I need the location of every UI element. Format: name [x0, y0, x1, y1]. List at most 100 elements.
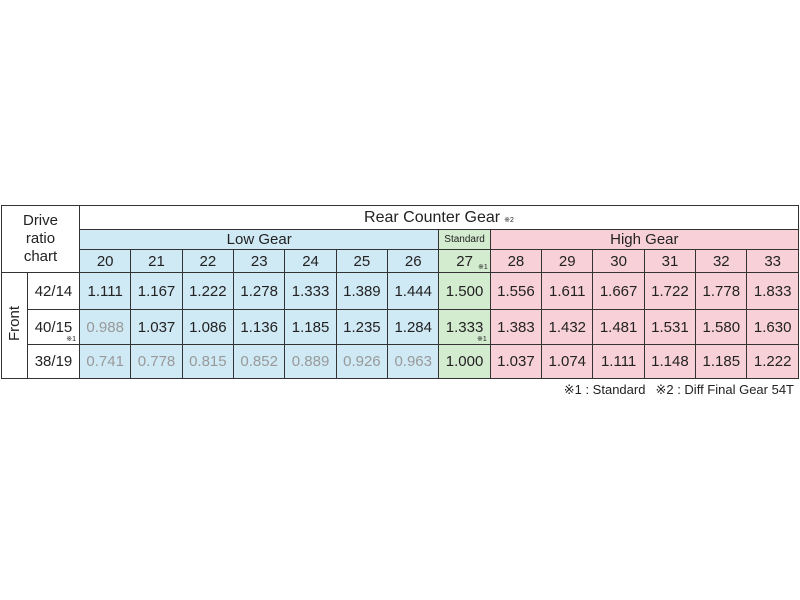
gear-label: 20: [96, 252, 114, 270]
title-cell: Rear Counter Gear ※2: [79, 205, 799, 230]
side-cell: Front: [1, 272, 28, 379]
ratio-cell: 1.000: [438, 344, 491, 379]
gear-cell: 21: [130, 249, 183, 273]
title-note: ※2: [504, 216, 514, 224]
ratio-value: 1.722: [651, 282, 689, 300]
table-wrap: Drive ratio chart Rear Counter Gear ※2 Low …: [1, 205, 799, 379]
ratio-value: 1.432: [548, 318, 587, 336]
gear-cell: 26: [387, 249, 440, 273]
gear-cell: 30: [592, 249, 645, 273]
ratio-cell: 0.778: [130, 344, 183, 379]
gear-label: 33: [764, 252, 782, 270]
ratio-cell: 0.852: [233, 344, 286, 379]
ratio-cell: 1.383: [489, 309, 543, 345]
ratio-value: 1.389: [343, 282, 381, 300]
ratio-cell: 1.432: [541, 309, 594, 345]
ratio-value: 1.185: [702, 353, 741, 370]
ratio-value: 1.667: [599, 282, 638, 300]
ratio-cell: 1.185: [284, 309, 337, 345]
ratio-value: 1.556: [497, 282, 535, 300]
ratio-cell: 1.278: [233, 272, 286, 310]
ratio-value: 1.333: [445, 318, 484, 336]
data-row: 40/15 ※1 0.988 1.037 1.086 1.136 1.185 1.235 1.2…: [2, 309, 799, 345]
ratio-value: 1.778: [702, 282, 741, 300]
ratio-value: 1.037: [497, 353, 535, 370]
group-label: Low Gear: [226, 231, 292, 248]
ratio-cell: 1.111: [592, 344, 645, 379]
ratio-value: 1.500: [445, 282, 484, 300]
ratio-value: 1.235: [343, 318, 381, 336]
ratio-cell: 1.136: [233, 309, 286, 345]
ratio-value: 1.074: [548, 353, 587, 370]
gear-note: ※1: [477, 264, 488, 271]
value-note: ※1: [476, 336, 487, 343]
ratio-cell: 1.556: [489, 272, 543, 310]
front-label: 40/15: [34, 318, 73, 336]
gear-label: 29: [558, 252, 576, 270]
front-label: 42/14: [34, 282, 73, 300]
ratio-value: 1.630: [753, 318, 792, 336]
ratio-cell: 1.580: [695, 309, 748, 345]
footnotes: ※1 : Standard ※2 : Diff Final Gear 54T: [554, 382, 794, 398]
side-label: Front: [6, 305, 23, 341]
front-cell: 40/15 ※1: [27, 309, 80, 345]
front-cell: 38/19: [27, 344, 80, 379]
gear-label: 27: [456, 252, 473, 270]
ratio-cell: 1.611: [541, 272, 594, 310]
gear-cell: 29: [541, 249, 594, 273]
ratio-cell: 0.815: [181, 344, 235, 379]
group-cell: High Gear: [489, 229, 799, 250]
ratio-cell: 1.185: [695, 344, 748, 379]
ratio-value: 1.136: [240, 318, 278, 336]
ratio-value: 1.222: [189, 282, 227, 300]
ratio-value: 0.926: [343, 353, 381, 370]
ratio-cell: 1.630: [746, 309, 799, 345]
ratio-value: 1.222: [753, 353, 792, 370]
ratio-cell: 0.889: [284, 344, 337, 379]
corner-cell: Drive ratio chart: [1, 205, 80, 273]
ratio-value: 1.148: [651, 353, 689, 370]
ratio-value: 1.611: [549, 282, 586, 300]
ratio-cell: 1.222: [746, 344, 799, 379]
ratio-cell: 1.086: [181, 309, 235, 345]
gear-label: 30: [610, 252, 627, 270]
ratio-cell: 1.074: [541, 344, 594, 379]
data-row: 38/19 0.741 0.778 0.815 0.852 0.889 0.926 0.963…: [2, 344, 799, 379]
ratio-value: 1.531: [651, 318, 689, 336]
ratio-value: 0.741: [86, 353, 124, 370]
gear-cell: 28: [489, 249, 543, 273]
gear-cell: 25: [335, 249, 389, 273]
gear-label: 32: [712, 252, 730, 270]
footnote: ※1 : Standard: [563, 382, 646, 397]
ratio-value: 1.333: [291, 282, 330, 300]
front-note: ※1: [66, 336, 76, 343]
group-label: Standard: [444, 234, 485, 245]
ratio-value: 1.580: [702, 318, 741, 336]
drive-ratio-table: Drive ratio chart Rear Counter Gear ※2 Low …: [1, 205, 799, 379]
ratio-cell: 0.926: [335, 344, 389, 379]
gear-cell: 22: [181, 249, 235, 273]
ratio-cell: 1.722: [643, 272, 697, 310]
group-label: High Gear: [610, 231, 679, 248]
ratio-value: 0.778: [137, 353, 176, 370]
ratio-cell: 1.037: [489, 344, 543, 379]
front-label: 38/19: [34, 353, 73, 370]
gear-row: 20 21 22 23 24 25 26 27 ※1 28 29 30 31 32 33: [2, 249, 799, 273]
ratio-value: 1.000: [445, 353, 484, 370]
ratio-value: 0.988: [86, 318, 124, 336]
ratio-value: 1.833: [753, 282, 792, 300]
gear-label: 26: [404, 252, 422, 270]
ratio-cell: 1.833: [746, 272, 799, 310]
gear-label: 24: [302, 252, 319, 270]
ratio-cell: 1.222: [181, 272, 235, 310]
ratio-cell: 1.778: [695, 272, 748, 310]
ratio-cell: 0.988: [78, 309, 132, 345]
ratio-value: 1.111: [600, 353, 637, 370]
ratio-value: 1.284: [394, 318, 432, 336]
ratio-cell: 1.389: [335, 272, 389, 310]
gear-cell: 31: [643, 249, 697, 273]
ratio-cell: 1.111: [78, 272, 132, 310]
ratio-value: 1.037: [137, 318, 176, 336]
ratio-value: 1.111: [87, 282, 123, 300]
